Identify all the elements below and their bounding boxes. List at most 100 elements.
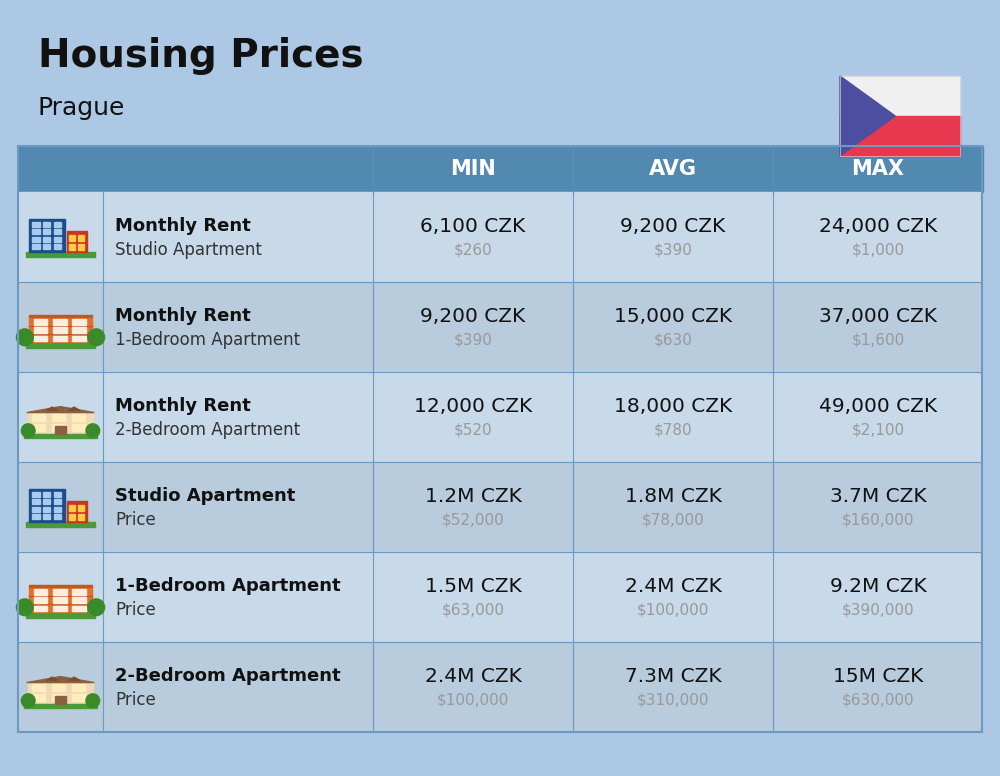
Bar: [72, 327, 86, 334]
Text: Studio Apartment: Studio Apartment: [115, 487, 295, 505]
Bar: [18, 192, 982, 282]
Circle shape: [21, 694, 35, 708]
Text: Prague: Prague: [38, 96, 125, 120]
Bar: [32, 244, 40, 249]
Text: $52,000: $52,000: [442, 512, 504, 528]
Text: MAX: MAX: [852, 159, 904, 179]
Polygon shape: [27, 677, 94, 683]
Bar: [32, 230, 40, 234]
Text: 9.2M CZK: 9.2M CZK: [830, 577, 926, 595]
Text: 2.4M CZK: 2.4M CZK: [425, 667, 521, 685]
Bar: [72, 589, 86, 595]
Bar: [72, 684, 85, 691]
Text: 24,000 CZK: 24,000 CZK: [819, 217, 937, 235]
Bar: [53, 589, 67, 595]
Bar: [32, 695, 45, 702]
Bar: [32, 492, 40, 497]
Text: $160,000: $160,000: [842, 512, 914, 528]
Text: $260: $260: [454, 242, 492, 258]
Text: Monthly Rent: Monthly Rent: [115, 397, 251, 415]
Text: $630,000: $630,000: [842, 692, 914, 708]
Text: 18,000 CZK: 18,000 CZK: [614, 397, 732, 415]
Bar: [373, 146, 573, 192]
Text: $1,000: $1,000: [851, 242, 905, 258]
Bar: [32, 684, 45, 691]
Bar: [78, 235, 84, 241]
Bar: [28, 413, 93, 435]
Bar: [18, 146, 103, 192]
Bar: [32, 414, 45, 421]
Bar: [29, 317, 92, 343]
Bar: [54, 514, 61, 519]
Text: Monthly Rent: Monthly Rent: [115, 307, 251, 325]
Bar: [72, 695, 85, 702]
Text: $100,000: $100,000: [637, 602, 709, 618]
Text: Housing Prices: Housing Prices: [38, 37, 364, 75]
Bar: [840, 76, 960, 116]
Bar: [52, 414, 65, 421]
Text: $780: $780: [654, 422, 692, 438]
Bar: [54, 237, 61, 242]
Bar: [78, 244, 84, 250]
Text: Monthly Rent: Monthly Rent: [115, 217, 251, 235]
Bar: [29, 489, 65, 522]
Text: 1-Bedroom Apartment: 1-Bedroom Apartment: [115, 577, 341, 595]
Text: $2,100: $2,100: [851, 422, 905, 438]
Bar: [18, 372, 982, 462]
Bar: [34, 589, 47, 595]
Polygon shape: [840, 76, 895, 156]
Text: Price: Price: [115, 691, 156, 709]
Bar: [43, 500, 50, 504]
Bar: [43, 492, 50, 497]
Bar: [69, 244, 75, 250]
Bar: [773, 146, 983, 192]
Text: $63,000: $63,000: [442, 602, 505, 618]
Bar: [24, 705, 97, 708]
Text: 15,000 CZK: 15,000 CZK: [614, 307, 732, 325]
Text: Price: Price: [115, 511, 156, 529]
Bar: [53, 598, 67, 603]
Bar: [34, 605, 47, 611]
Text: MIN: MIN: [450, 159, 496, 179]
Bar: [32, 507, 40, 512]
Bar: [29, 587, 92, 613]
Bar: [26, 252, 95, 257]
Polygon shape: [46, 407, 58, 411]
Circle shape: [16, 329, 33, 345]
Bar: [18, 552, 982, 642]
Bar: [54, 222, 61, 227]
Bar: [52, 424, 65, 431]
Text: 6,100 CZK: 6,100 CZK: [420, 217, 526, 235]
Bar: [54, 230, 61, 234]
Bar: [34, 319, 47, 325]
Bar: [69, 514, 75, 520]
Text: 1.8M CZK: 1.8M CZK: [625, 487, 721, 505]
Bar: [43, 222, 50, 227]
Bar: [54, 244, 61, 249]
Text: 2-Bedroom Apartment: 2-Bedroom Apartment: [115, 421, 300, 439]
Bar: [573, 146, 773, 192]
Bar: [72, 414, 85, 421]
Bar: [26, 613, 95, 618]
Text: Price: Price: [115, 601, 156, 619]
Bar: [28, 683, 93, 705]
Text: 2-Bedroom Apartment: 2-Bedroom Apartment: [115, 667, 341, 685]
Bar: [72, 335, 86, 341]
Bar: [32, 222, 40, 227]
Bar: [67, 231, 87, 252]
Bar: [34, 598, 47, 603]
Bar: [72, 319, 86, 325]
Polygon shape: [27, 407, 94, 413]
Text: 1.5M CZK: 1.5M CZK: [425, 577, 521, 595]
Bar: [53, 319, 67, 325]
Bar: [840, 76, 960, 156]
Bar: [103, 146, 373, 192]
Circle shape: [86, 424, 100, 438]
Text: 1.2M CZK: 1.2M CZK: [425, 487, 521, 505]
Bar: [43, 237, 50, 242]
Text: 15M CZK: 15M CZK: [833, 667, 923, 685]
Polygon shape: [68, 677, 80, 681]
Bar: [67, 501, 87, 522]
Text: 2.4M CZK: 2.4M CZK: [625, 577, 721, 595]
Text: $1,600: $1,600: [851, 332, 905, 348]
